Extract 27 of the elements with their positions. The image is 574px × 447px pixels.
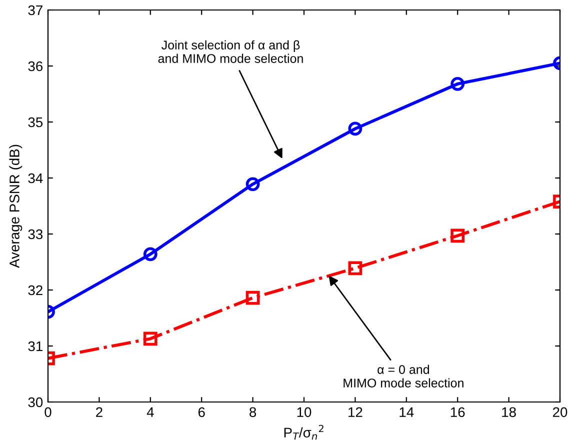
x-tick-label: 8 (250, 407, 256, 418)
y-tick-label: 37 (28, 5, 42, 16)
x-tick-label: 6 (198, 407, 205, 418)
x-tick-label: 0 (44, 407, 52, 418)
point (246, 290, 260, 305)
y-tick-label: 35 (28, 117, 43, 128)
point (246, 177, 260, 192)
point (348, 261, 362, 276)
x-tick-label: 20 (552, 407, 568, 418)
y-tick-label: 33 (28, 229, 43, 240)
y-tick-label: 34 (28, 173, 43, 184)
y-axis-title: Average PSNR (dB) (9, 144, 22, 268)
x-tick-label: 12 (348, 407, 362, 417)
annotation: α = 0 and MIMO mode selection (344, 364, 464, 388)
y-tick-label: 31 (28, 341, 42, 352)
x-tick-label: 14 (400, 407, 414, 417)
x-tick-label: 10 (297, 407, 312, 418)
y-tick-label: 36 (28, 61, 43, 72)
point (348, 122, 362, 136)
y-tick-label: 32 (28, 285, 42, 296)
x-axis-title: P$_{T}$/σ$_{n}$$^{2}$ (284, 424, 324, 440)
x-tick-label: 16 (450, 407, 465, 418)
y-tick-label: 30 (28, 397, 43, 408)
x-tick-label: 2 (96, 407, 102, 417)
x-tick-label: 18 (502, 407, 516, 418)
annotation: Joint selection of α and β and MIMO mode selection (158, 40, 303, 63)
x-tick-label: 4 (146, 407, 154, 417)
